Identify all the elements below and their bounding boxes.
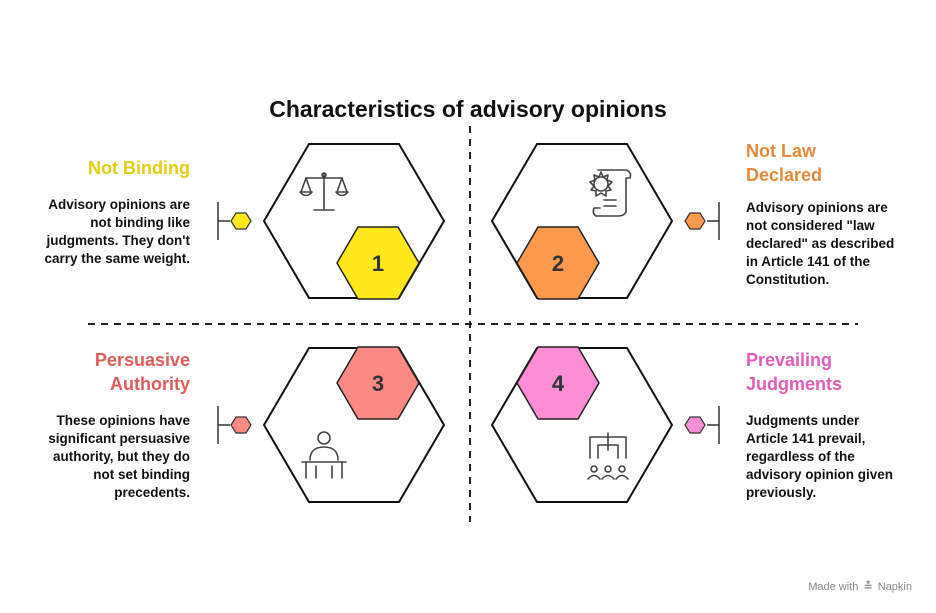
badge-3: 3	[336, 346, 420, 420]
item-4-heading: Prevailing Judgments	[746, 350, 843, 394]
connector-1	[217, 202, 252, 240]
badge-4: 4	[516, 346, 600, 420]
item-4-description: Judgments under Article 141 prevail, reg…	[746, 413, 894, 500]
item-2-description: Advisory opinions are not considered "la…	[746, 200, 895, 287]
diagram-title: Characteristics of advisory opinions	[269, 96, 667, 122]
connector-2	[684, 202, 720, 240]
footer-brand: Napkin	[877, 581, 912, 593]
badge-number-3: 3	[372, 371, 384, 396]
item-2-heading: Not Law Declared	[746, 141, 823, 185]
badge-number-2: 2	[552, 251, 564, 276]
item-3-heading: Persuasive Authority	[94, 350, 190, 394]
footer-made-with: Made with	[808, 581, 859, 593]
badge-number-4: 4	[552, 371, 565, 396]
speaker-podium-icon	[301, 431, 347, 479]
item-1-description: Advisory opinions are not binding like j…	[44, 197, 190, 266]
footer: Made with ≛ Napkin	[808, 580, 912, 593]
badge-2: 2	[516, 226, 600, 300]
item-1-heading: Not Binding	[88, 158, 190, 178]
scales-icon	[299, 172, 349, 211]
connector-3	[217, 406, 252, 444]
item-3-description: These opinions have significant persuasi…	[48, 413, 190, 500]
badge-number-1: 1	[372, 251, 384, 276]
seal-scroll-icon	[589, 169, 632, 217]
connector-4	[684, 406, 720, 444]
courtroom-icon	[587, 432, 629, 480]
napkin-logo-icon: ≛	[863, 581, 873, 593]
badge-1: 1	[336, 226, 420, 300]
